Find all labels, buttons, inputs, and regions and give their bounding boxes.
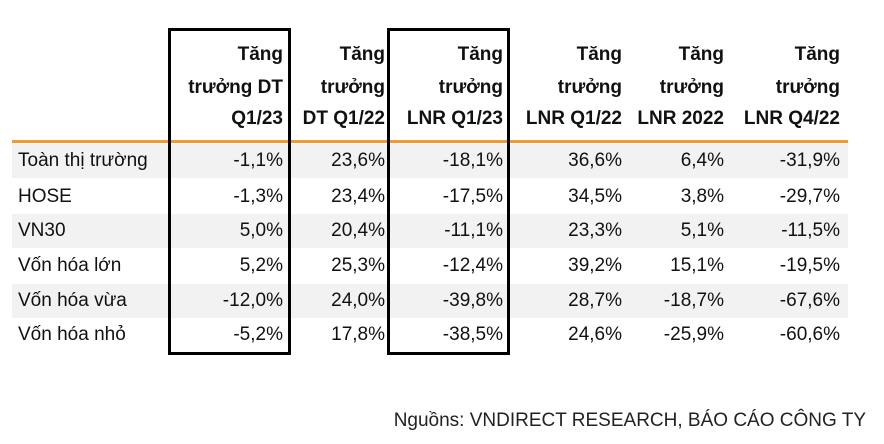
cell-value: -38,5% (442, 324, 503, 345)
cell-value: -11,5% (781, 220, 840, 241)
cell-value: 24,6% (568, 324, 622, 345)
cell-value: 5,0% (239, 220, 283, 241)
cell-value: -25,9% (663, 324, 724, 345)
column-header: Q1/23 (231, 108, 283, 129)
cell-value: 6,4% (680, 150, 724, 171)
row-label: HOSE (18, 186, 72, 207)
row-label: Toàn thị trường (18, 150, 148, 171)
column-header: trưởng (775, 77, 840, 98)
cell-value: 28,7% (568, 290, 622, 311)
cell-value: -1,3% (233, 186, 283, 207)
column-header: trưởng DT (188, 77, 283, 98)
cell-value: 23,6% (331, 150, 385, 171)
column-header: Tăng (457, 44, 503, 65)
cell-value: -1,1% (233, 150, 283, 171)
cell-value: -18,7% (663, 290, 724, 311)
cell-value: -31,9% (779, 150, 840, 171)
column-header: trưởng (659, 77, 724, 98)
cell-value: -5,2% (233, 324, 283, 345)
source-note: Nguồns: VNDIRECT RESEARCH, BÁO CÁO CÔNG … (393, 410, 866, 431)
column-header: trưởng (557, 77, 622, 98)
cell-value: -18,1% (442, 150, 503, 171)
cell-value: -19,5% (779, 255, 840, 276)
column-header: trưởng (320, 77, 385, 98)
cell-value: 17,8% (331, 324, 385, 345)
cell-value: -11,1% (444, 220, 503, 241)
column-header: LNR Q1/23 (406, 108, 503, 129)
cell-value: 15,1% (670, 255, 724, 276)
cell-value: -17,5% (442, 186, 503, 207)
cell-value: -12,0% (222, 290, 283, 311)
column-header: DT Q1/22 (302, 108, 385, 129)
column-header: Tăng (576, 44, 622, 65)
column-header: LNR Q1/22 (525, 108, 622, 129)
row-band (12, 284, 848, 318)
column-header: trưởng (438, 77, 503, 98)
cell-value: -39,8% (442, 290, 503, 311)
header-rule (12, 140, 848, 143)
column-header: Tăng (237, 44, 283, 65)
cell-value: -67,6% (779, 290, 840, 311)
cell-value: 25,3% (331, 255, 385, 276)
cell-value: 5,2% (239, 255, 283, 276)
cell-value: -29,7% (779, 186, 840, 207)
column-header: Tăng (678, 44, 724, 65)
cell-value: 39,2% (568, 255, 622, 276)
row-band (12, 214, 848, 248)
cell-value: -12,4% (442, 255, 503, 276)
column-header: Tăng (339, 44, 385, 65)
cell-value: 23,3% (568, 220, 622, 241)
column-header: LNR 2022 (637, 108, 724, 129)
cell-value: 23,4% (331, 186, 385, 207)
row-band (12, 144, 848, 178)
cell-value: 20,4% (331, 220, 385, 241)
cell-value: 5,1% (680, 220, 724, 241)
highlight-box (168, 28, 291, 355)
column-header: Tăng (794, 44, 840, 65)
cell-value: 24,0% (331, 290, 385, 311)
row-label: Vốn hóa nhỏ (18, 324, 126, 345)
row-label: Vốn hóa vừa (18, 290, 127, 311)
column-header: LNR Q4/22 (743, 108, 840, 129)
cell-value: 36,6% (568, 150, 622, 171)
cell-value: 3,8% (680, 186, 724, 207)
cell-value: -60,6% (779, 324, 840, 345)
highlight-box (387, 28, 510, 355)
row-label: Vốn hóa lớn (18, 255, 122, 276)
cell-value: 34,5% (568, 186, 622, 207)
row-label: VN30 (18, 220, 66, 241)
